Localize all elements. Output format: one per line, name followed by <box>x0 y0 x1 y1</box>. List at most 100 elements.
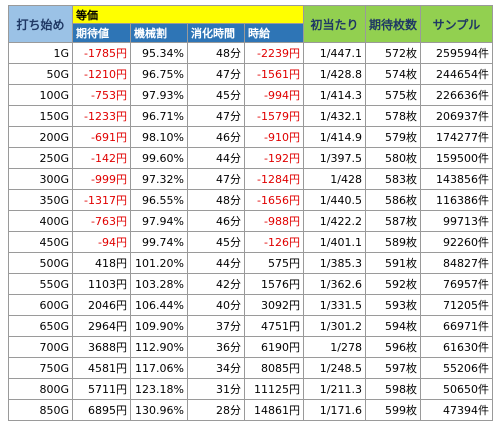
table-cell: 500G <box>8 252 73 274</box>
table-cell: 112.90% <box>130 336 188 358</box>
table-cell: 48分 <box>187 42 245 64</box>
table-cell: 1/447.1 <box>303 42 366 64</box>
table-cell: 96.71% <box>130 105 188 127</box>
table-row: 150G -1233円 96.71% 47分 -1579円 1/432.1 578枚 2069… <box>8 105 493 127</box>
table-row: 800G 5711円 123.18% 31分 11125円 1/211.3 598枚 5065… <box>8 378 493 400</box>
table-body: 1G -1785円 95.34% 48分 -2239円 1/447.1 572枚 259594… <box>8 42 493 421</box>
table-cell: 97.94% <box>130 210 188 232</box>
table-cell: 600G <box>8 294 73 316</box>
table-cell: 1/432.1 <box>303 105 366 127</box>
table-cell: 6190円 <box>244 336 304 358</box>
table-cell: 48分 <box>187 189 245 211</box>
table-cell: -1561円 <box>244 63 304 85</box>
table-cell: 800G <box>8 378 73 400</box>
table-cell: 150G <box>8 105 73 127</box>
table-cell: -2239円 <box>244 42 304 64</box>
table-cell: 47分 <box>187 63 245 85</box>
table-row: 100G -753円 97.93% 45分 -994円 1/414.3 575枚 226636… <box>8 84 493 106</box>
table-cell: 1/428 <box>303 168 366 190</box>
extra-header: 初当たり <box>303 5 366 43</box>
table-cell: -763円 <box>72 210 131 232</box>
table-cell: 96.55% <box>130 189 188 211</box>
table-cell: -1284円 <box>244 168 304 190</box>
table-cell: 44分 <box>187 252 245 274</box>
table-cell: 99713件 <box>420 210 493 232</box>
table-cell: 8085円 <box>244 357 304 379</box>
table-cell: 589枚 <box>365 231 421 253</box>
table-cell: 97.32% <box>130 168 188 190</box>
table-cell: 50G <box>8 63 73 85</box>
table-cell: 206937件 <box>420 105 493 127</box>
table-cell: 300G <box>8 168 73 190</box>
table-cell: 95.34% <box>130 42 188 64</box>
table-row: 750G 4581円 117.06% 34分 8085円 1/248.5 597枚 55206… <box>8 357 493 379</box>
table-cell: 71205件 <box>420 294 493 316</box>
sub-header: 期待値 <box>72 23 131 43</box>
table-cell: 597枚 <box>365 357 421 379</box>
table-cell: 1/414.9 <box>303 126 366 148</box>
table-cell: 850G <box>8 399 73 421</box>
table-cell: 1/385.3 <box>303 252 366 274</box>
table-cell: -910円 <box>244 126 304 148</box>
table-cell: 1/422.2 <box>303 210 366 232</box>
table-cell: 123.18% <box>130 378 188 400</box>
table-cell: 244654件 <box>420 63 493 85</box>
table-cell: 46分 <box>187 210 245 232</box>
table-row: 1G -1785円 95.34% 48分 -2239円 1/447.1 572枚 259594… <box>8 42 493 64</box>
table-cell: 1/171.6 <box>303 399 366 421</box>
table-cell: 99.74% <box>130 231 188 253</box>
table-cell: -1317円 <box>72 189 131 211</box>
table-cell: 97.93% <box>130 84 188 106</box>
table-row: 350G -1317円 96.55% 48分 -1656円 1/440.5 586枚 1163… <box>8 189 493 211</box>
extra-header: サンプル <box>420 5 493 43</box>
table-cell: 575枚 <box>365 84 421 106</box>
table-cell: 92260件 <box>420 231 493 253</box>
table-cell: 4581円 <box>72 357 131 379</box>
table-cell: 50650件 <box>420 378 493 400</box>
table-cell: 47分 <box>187 168 245 190</box>
table-cell: 103.28% <box>130 273 188 295</box>
table-cell: 101.20% <box>130 252 188 274</box>
table-cell: 2964円 <box>72 315 131 337</box>
table-cell: 2046円 <box>72 294 131 316</box>
table-cell: 76957件 <box>420 273 493 295</box>
header-row: 打ち始め 等価 初当たり 期待枚数 サンプル <box>8 5 493 43</box>
table-cell: 11125円 <box>244 378 304 400</box>
table-cell: 580枚 <box>365 147 421 169</box>
table-cell: 1576円 <box>244 273 304 295</box>
table-cell: -1233円 <box>72 105 131 127</box>
table-cell: 98.10% <box>130 126 188 148</box>
table-cell: 250G <box>8 147 73 169</box>
table-cell: 1/331.5 <box>303 294 366 316</box>
table-cell: 574枚 <box>365 63 421 85</box>
table-cell: 226636件 <box>420 84 493 106</box>
start-header: 打ち始め <box>8 5 73 43</box>
data-table: 打ち始め 等価 初当たり 期待枚数 サンプル 期待値 機械割 消化時間 時給 1… <box>8 5 493 421</box>
table-cell: 44分 <box>187 147 245 169</box>
table-cell: 598枚 <box>365 378 421 400</box>
table-cell: 1/362.6 <box>303 273 366 295</box>
table-cell: 46分 <box>187 126 245 148</box>
table-cell: -994円 <box>244 84 304 106</box>
table-cell: -142円 <box>72 147 131 169</box>
table-head: 打ち始め 等価 初当たり 期待枚数 サンプル 期待値 機械割 消化時間 時給 <box>8 5 493 43</box>
table-cell: 47394件 <box>420 399 493 421</box>
table-cell: -691円 <box>72 126 131 148</box>
table-cell: 350G <box>8 189 73 211</box>
table-cell: 1/440.5 <box>303 189 366 211</box>
table-cell: 36分 <box>187 336 245 358</box>
table-cell: 61630件 <box>420 336 493 358</box>
table-row: 200G -691円 98.10% 46分 -910円 1/414.9 579枚 174277… <box>8 126 493 148</box>
table-cell: 174277件 <box>420 126 493 148</box>
table-cell: 578枚 <box>365 105 421 127</box>
table-cell: 159500件 <box>420 147 493 169</box>
sub-header-row: 期待値 機械割 消化時間 時給 <box>9 23 493 43</box>
table-cell: 594枚 <box>365 315 421 337</box>
table-cell: 1G <box>8 42 73 64</box>
table-cell: 596枚 <box>365 336 421 358</box>
table-cell: 47分 <box>187 105 245 127</box>
table-cell: 1/248.5 <box>303 357 366 379</box>
table-cell: 5711円 <box>72 378 131 400</box>
table-cell: 418円 <box>72 252 131 274</box>
table-cell: 84827件 <box>420 252 493 274</box>
